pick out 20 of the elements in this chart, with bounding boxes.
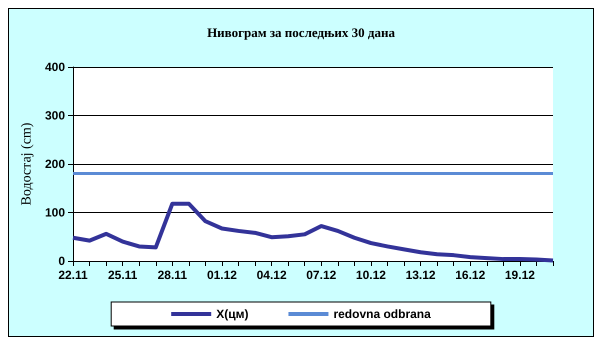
x-tick-label: 22.11 bbox=[58, 268, 88, 282]
x-tick-label: 04.12 bbox=[256, 268, 287, 282]
chart-title: Нивограм за последњих 30 дана bbox=[207, 25, 396, 40]
y-tick-label: 300 bbox=[44, 108, 66, 122]
y-tick-label: 100 bbox=[44, 206, 66, 220]
x-tick-label: 01.12 bbox=[206, 268, 238, 282]
x-tick-label: 07.12 bbox=[306, 268, 337, 282]
x-tick-label: 25.11 bbox=[108, 268, 138, 282]
x-tick-label: 13.12 bbox=[406, 268, 436, 282]
x-tick-label: 16.12 bbox=[455, 268, 486, 282]
y-tick-label: 400 bbox=[44, 60, 66, 74]
x-tick-label: 28.11 bbox=[158, 268, 188, 282]
legend-label: redovna odbrana bbox=[333, 307, 432, 321]
y-tick-label: 0 bbox=[58, 254, 66, 268]
y-axis-title: Водостај (cm) bbox=[20, 122, 35, 206]
x-tick-label: 10.12 bbox=[356, 268, 386, 282]
y-tick-label: 200 bbox=[44, 157, 66, 171]
legend-label: X(цм) bbox=[216, 307, 248, 321]
line-series bbox=[71, 202, 555, 263]
x-tick-label: 19.12 bbox=[504, 268, 536, 282]
